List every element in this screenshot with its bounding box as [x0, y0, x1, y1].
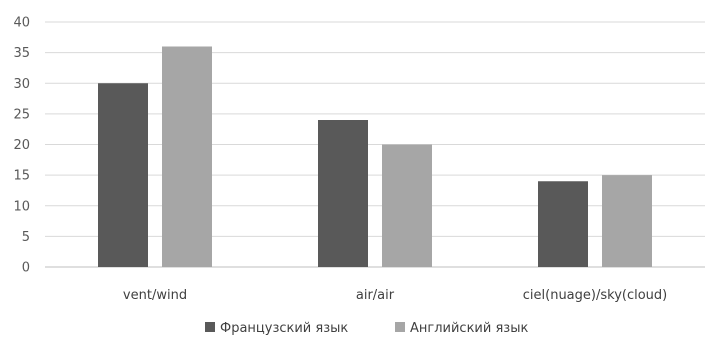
y-tick-label: 0	[22, 261, 30, 276]
y-tick-label: 10	[13, 199, 30, 214]
legend-label-english: Английский язык	[410, 321, 528, 336]
y-tick-label: 5	[22, 230, 30, 245]
y-tick-label: 15	[13, 169, 30, 184]
y-tick-label: 20	[13, 138, 30, 153]
legend-label-french: Французский язык	[220, 321, 348, 336]
legend-swatch-french	[205, 322, 215, 332]
legend-swatch-english	[395, 322, 405, 332]
bars	[98, 46, 652, 267]
bar-french	[318, 120, 368, 267]
gridlines	[45, 21, 705, 268]
legend: Французский язык Английский язык	[205, 321, 528, 336]
bar-french	[98, 83, 148, 267]
x-axis-labels: vent/wind air/air ciel(nuage)/sky(cloud)	[123, 288, 667, 303]
y-tick-label: 25	[13, 107, 30, 122]
bar-english	[162, 46, 212, 267]
bar-english	[602, 175, 652, 267]
y-axis-ticks: 0 5 10 15 20 25 30 35 40	[13, 16, 30, 276]
y-tick-label: 30	[13, 77, 30, 92]
bar-french	[538, 181, 588, 267]
x-category-label: ciel(nuage)/sky(cloud)	[523, 288, 667, 303]
x-category-label: vent/wind	[123, 288, 187, 303]
x-category-label: air/air	[356, 288, 395, 303]
y-tick-label: 35	[13, 46, 30, 61]
y-tick-label: 40	[13, 16, 30, 31]
bar-english	[382, 144, 432, 267]
